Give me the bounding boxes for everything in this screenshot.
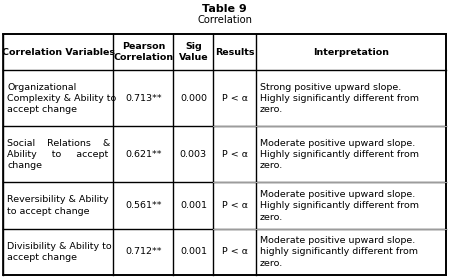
Text: Strong positive upward slope.
Highly significantly different from
zero.: Strong positive upward slope. Highly sig…	[260, 83, 418, 115]
Text: 0.000: 0.000	[180, 94, 207, 103]
Text: 0.001: 0.001	[180, 201, 207, 210]
Text: Reversibility & Ability
to accept change: Reversibility & Ability to accept change	[7, 195, 109, 216]
Text: 0.001: 0.001	[180, 247, 207, 256]
Text: P < α: P < α	[221, 201, 247, 210]
Text: 0.003: 0.003	[180, 150, 207, 159]
Text: 0.561**: 0.561**	[125, 201, 162, 210]
Text: Organizational
Complexity & Ability to
accept change: Organizational Complexity & Ability to a…	[7, 83, 116, 115]
Text: Pearson
Correlation: Pearson Correlation	[113, 42, 173, 63]
Text: 0.712**: 0.712**	[125, 247, 162, 256]
Text: 0.713**: 0.713**	[125, 94, 162, 103]
Text: P < α: P < α	[221, 150, 247, 159]
Bar	[3, 34, 446, 275]
Text: Sig
Value: Sig Value	[179, 42, 208, 63]
Text: Interpretation: Interpretation	[313, 48, 389, 57]
Text: Table 9: Table 9	[202, 4, 247, 14]
Text: Moderate positive upward slope.
Highly significantly different from
zero.: Moderate positive upward slope. Highly s…	[260, 138, 418, 170]
Text: Correlation Variables: Correlation Variables	[2, 48, 114, 57]
Text: Results: Results	[215, 48, 254, 57]
Text: 0.621**: 0.621**	[125, 150, 162, 159]
Text: P < α: P < α	[221, 94, 247, 103]
Text: Divisibility & Ability to
accept change: Divisibility & Ability to accept change	[7, 242, 112, 262]
Text: Social    Relations    &
Ability     to     accept
change: Social Relations & Ability to accept cha…	[7, 138, 110, 170]
Text: Correlation: Correlation	[197, 15, 252, 25]
Text: Moderate positive upward slope.
Highly significantly different from
zero.: Moderate positive upward slope. Highly s…	[260, 190, 418, 222]
Text: P < α: P < α	[221, 247, 247, 256]
Text: Moderate positive upward slope.
highly significantly different from
zero.: Moderate positive upward slope. highly s…	[260, 236, 418, 268]
